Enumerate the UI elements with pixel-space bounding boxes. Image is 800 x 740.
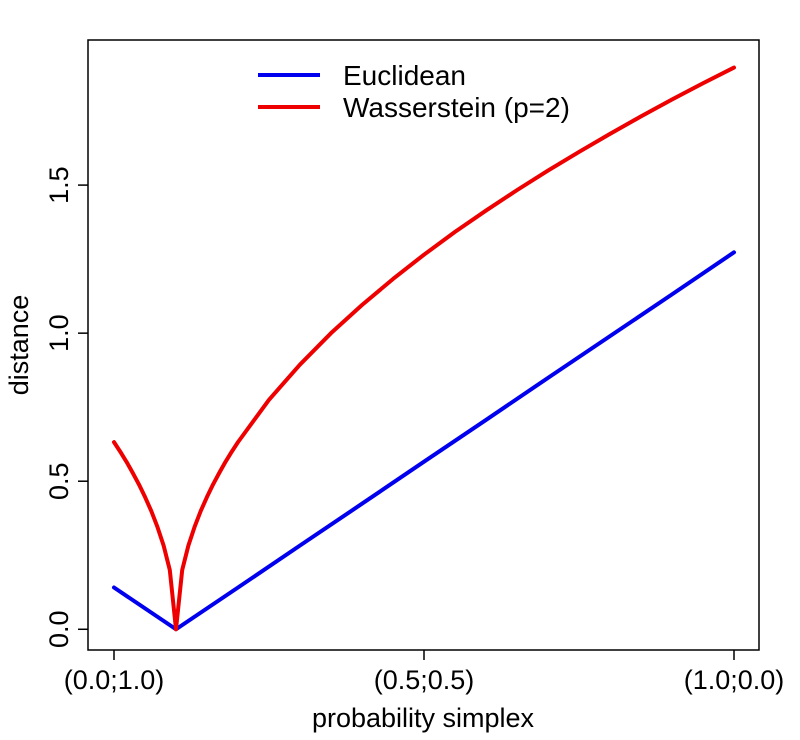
y-tick-label-0: 0.0 bbox=[44, 610, 74, 648]
series-line-0 bbox=[112, 250, 736, 632]
y-tick-label-3: 1.5 bbox=[44, 166, 74, 204]
x-axis: (0.0;1.0) (0.5;0.5) (1.0;0.0) bbox=[64, 650, 785, 695]
x-tick-label-2: (1.0;0.0) bbox=[684, 665, 785, 695]
legend-label-1: Wasserstein (p=2) bbox=[343, 92, 570, 123]
x-tick-label-1: (0.5;0.5) bbox=[374, 665, 475, 695]
y-tick-label-1: 0.5 bbox=[44, 462, 74, 500]
x-tick-label-0: (0.0;1.0) bbox=[64, 665, 165, 695]
x-axis-title: probability simplex bbox=[312, 703, 535, 733]
y-tick-label-2: 1.0 bbox=[44, 314, 74, 352]
plot-frame bbox=[87, 39, 760, 651]
series-line-1 bbox=[112, 65, 736, 632]
legend-label-0: Euclidean bbox=[343, 60, 466, 91]
y-axis: 0.0 0.5 1.0 1.5 bbox=[44, 166, 88, 648]
y-axis-title: distance bbox=[4, 295, 34, 396]
series-layer bbox=[112, 65, 736, 632]
